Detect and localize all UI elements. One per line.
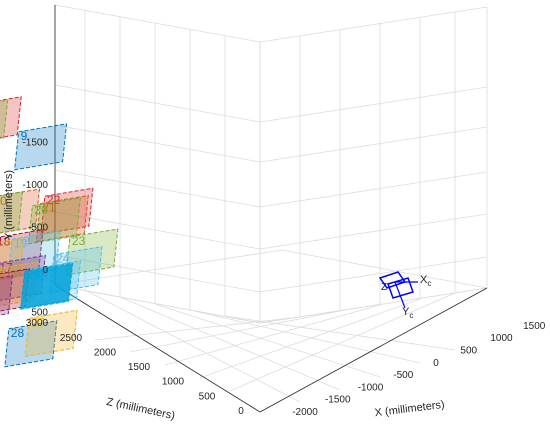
x-axis-label: X (millimeters)	[374, 399, 445, 419]
x-tick-label: -1500	[325, 395, 351, 406]
x-tick-label: 1500	[523, 321, 546, 332]
pattern-26	[20, 262, 74, 310]
y-tick-label: -1500	[22, 138, 48, 149]
x-tick-label: 1000	[490, 333, 513, 344]
camera-marker: Z Xc Yc	[378, 271, 431, 320]
z-tick-label: 2000	[94, 347, 117, 358]
z-tick-label: 3000	[26, 318, 49, 329]
z-tick-label: 500	[199, 391, 216, 402]
pattern-label-27: 27	[31, 315, 45, 329]
y-axis-label: Y (millimeters)	[3, 170, 15, 240]
z-tick-label: 1500	[128, 362, 151, 373]
pattern-14	[0, 274, 13, 316]
tick-labels: -1500 -1000 -500 0 500 0 500 1000 1500 2000 2500 30…	[22, 138, 545, 419]
camera-y-axis	[394, 281, 406, 309]
pattern-label-10: 10	[0, 194, 7, 208]
z-tick-label: 1000	[162, 377, 185, 388]
axes-grid	[54, 4, 488, 403]
pattern-label-26: 26	[27, 268, 41, 282]
pattern-28	[4, 320, 58, 368]
pattern-10	[0, 188, 41, 234]
y-tick-label: 500	[31, 308, 48, 319]
pattern-label-18: 18	[0, 235, 11, 249]
z-tick-label: 2500	[60, 333, 83, 344]
camera-label-z: Z	[381, 282, 387, 293]
y-tick-label: 0	[42, 265, 48, 276]
pattern-9	[14, 123, 68, 171]
pattern-7	[0, 99, 9, 140]
pattern-21	[35, 194, 89, 243]
y-tick-label: -500	[28, 223, 48, 234]
camera-label-y: Yc	[402, 306, 413, 320]
x-tick-label: -2000	[292, 407, 318, 418]
x-tick-label: -500	[393, 370, 413, 381]
z-tick-label: 0	[238, 406, 244, 417]
x-tick-label: 500	[460, 346, 477, 357]
x-tick-label: 0	[433, 358, 439, 369]
pattern-label-24: 24	[56, 252, 70, 266]
calibration-patterns: 8967513422210112120131819122317241614152…	[0, 96, 119, 368]
pattern-12	[0, 237, 25, 280]
pattern-label-28: 28	[11, 326, 25, 340]
pattern-label-16: 16	[0, 267, 5, 281]
pattern-label-17: 17	[0, 260, 13, 274]
pattern-label-22: 22	[47, 193, 61, 207]
pattern-23	[65, 228, 119, 276]
z-axis-label: Z (millimeters)	[105, 396, 176, 422]
camera-label-x: Xc	[420, 274, 431, 288]
pattern-label-9: 9	[21, 129, 28, 143]
x-tick-label: -1000	[358, 382, 384, 393]
pattern-label-19: 19	[14, 236, 28, 250]
y-tick-label: -1000	[22, 180, 48, 191]
camera-body-front	[387, 277, 414, 299]
pattern-label-23: 23	[72, 234, 86, 248]
pattern-label-20: 20	[34, 203, 48, 217]
pattern-27	[24, 309, 78, 357]
pattern-11	[0, 191, 24, 234]
pattern-8	[0, 96, 22, 139]
